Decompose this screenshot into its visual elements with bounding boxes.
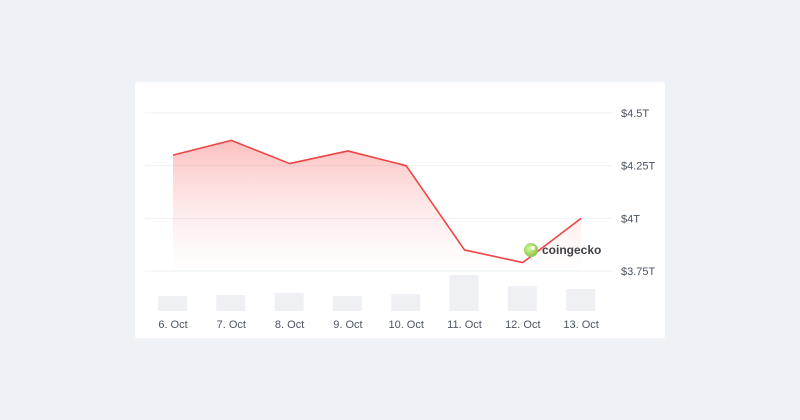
chart-card: $3.75T $4T $4.25T $4.5T 6. Oct 7. Oct 8. Oct 9…: [135, 82, 665, 338]
watermark-label: coingecko: [542, 243, 601, 257]
volume-bar: [449, 275, 479, 311]
x-tick-label: 13. Oct: [563, 319, 598, 331]
volume-bars: [158, 275, 596, 311]
y-tick-label: $4.5T: [621, 108, 649, 120]
coingecko-watermark: coingecko: [524, 243, 601, 257]
volume-bar: [391, 294, 421, 311]
x-tick-label: 6. Oct: [158, 319, 187, 331]
y-tick-label: $4.25T: [621, 161, 656, 173]
price-area: [172, 139, 582, 271]
x-tick-label: 11. Oct: [447, 319, 482, 331]
volume-bar: [216, 295, 246, 311]
volume-bar: [158, 296, 187, 311]
x-axis-labels: 6. Oct 7. Oct 8. Oct 9. Oct 10. Oct 11. Oct 12…: [158, 319, 599, 331]
x-tick-label: 10. Oct: [388, 319, 423, 331]
market-cap-chart: $3.75T $4T $4.25T $4.5T 6. Oct 7. Oct 8. Oct 9…: [145, 108, 656, 331]
volume-bar: [566, 289, 596, 311]
coingecko-logo-icon: [524, 243, 538, 257]
x-tick-label: 9. Oct: [333, 319, 362, 331]
price-line: [172, 139, 582, 264]
y-axis-labels: $3.75T $4T $4.25T $4.5T: [621, 108, 656, 278]
y-tick-label: $3.75T: [621, 266, 656, 278]
x-tick-label: 12. Oct: [505, 319, 540, 331]
y-tick-label: $4T: [621, 213, 640, 225]
volume-bar: [274, 293, 304, 311]
coingecko-logo-eye: [531, 246, 535, 250]
volume-bar: [332, 296, 362, 311]
x-tick-label: 7. Oct: [217, 319, 246, 331]
volume-bar: [507, 286, 537, 311]
x-tick-label: 8. Oct: [275, 319, 304, 331]
price-area-fill: [173, 140, 582, 271]
